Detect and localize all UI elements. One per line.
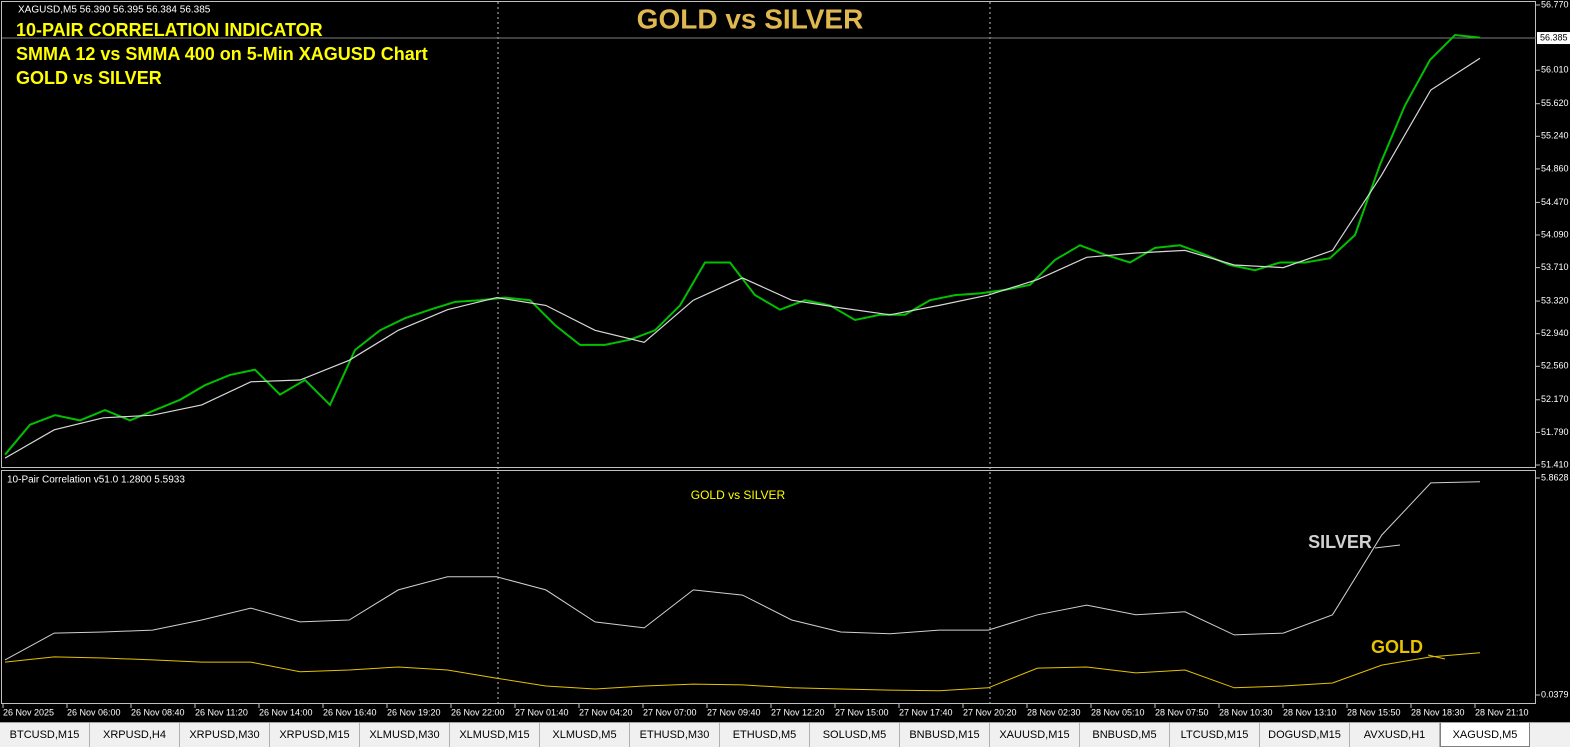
overlay-text: GOLD vs SILVER	[16, 68, 162, 88]
price-pane-frame	[1, 1, 1536, 468]
y-tick-label: 54.860	[1541, 163, 1569, 173]
chart-tab[interactable]: XRPUSD,M30	[180, 723, 270, 747]
gold-annotation: GOLD	[1371, 637, 1423, 657]
trading-chart: XAGUSD,M5 56.390 56.395 56.384 56.385 10…	[0, 0, 1570, 722]
background	[0, 0, 1570, 722]
chart-tab[interactable]: BNBUSD,M15	[900, 723, 990, 747]
y-tick-label: 0.0379	[1541, 689, 1569, 699]
x-tick-label: 26 Nov 22:00	[451, 707, 505, 717]
chart-tab[interactable]: AVXUSD,H1	[1350, 723, 1440, 747]
y-tick-label: 56.010	[1541, 65, 1569, 75]
x-tick-label: 28 Nov 21:10	[1475, 707, 1529, 717]
x-tick-label: 28 Nov 13:10	[1283, 707, 1337, 717]
chart-tab[interactable]: SOLUSD,M5	[810, 723, 900, 747]
y-tick-label: 53.320	[1541, 295, 1569, 305]
indicator-pane-frame	[1, 470, 1536, 704]
indicator-line	[4, 481, 1481, 661]
chart-tab[interactable]: BTCUSD,M15	[0, 723, 90, 747]
chart-tab[interactable]: BNBUSD,M5	[1080, 723, 1170, 747]
chart-tab[interactable]: XLMUSD,M5	[540, 723, 630, 747]
x-tick-label: 26 Nov 11:20	[195, 707, 248, 717]
x-tick-label: 28 Nov 05:10	[1091, 707, 1145, 717]
x-tick-label: 27 Nov 20:20	[963, 707, 1017, 717]
x-tick-label: 26 Nov 16:40	[323, 707, 377, 717]
chart-tab[interactable]: XAGUSD,M5	[1440, 723, 1530, 747]
y-tick-label: 54.090	[1541, 229, 1569, 239]
x-tick-label: 27 Nov 17:40	[899, 707, 953, 717]
chart-tab[interactable]: XLMUSD,M30	[360, 723, 450, 747]
chart-tab[interactable]: XRPUSD,H4	[90, 723, 180, 747]
chart-tab[interactable]: XRPUSD,M15	[270, 723, 360, 747]
y-tick-label: 51.410	[1541, 459, 1569, 469]
x-tick-label: 28 Nov 02:30	[1027, 707, 1081, 717]
chart-tab[interactable]: LTCUSD,M15	[1170, 723, 1260, 747]
y-tick-label: 51.790	[1541, 427, 1569, 437]
y-tick-label: 53.710	[1541, 262, 1569, 272]
chart-tab[interactable]: ETHUSD,M5	[720, 723, 810, 747]
x-tick-label: 26 Nov 19:20	[387, 707, 441, 717]
indicator-subtitle: GOLD vs SILVER	[691, 488, 786, 502]
x-tick-label: 28 Nov 15:50	[1347, 707, 1401, 717]
y-tick-label: 54.470	[1541, 197, 1569, 207]
chart-tab[interactable]: XLMUSD,M15	[450, 723, 540, 747]
y-tick-label: 52.940	[1541, 328, 1569, 338]
x-tick-label: 28 Nov 07:50	[1155, 707, 1209, 717]
x-tick-label: 28 Nov 10:30	[1219, 707, 1273, 717]
y-tick-label: 55.240	[1541, 131, 1569, 141]
chart-tab[interactable]: ETHUSD,M30	[630, 723, 720, 747]
y-tick-label: 52.560	[1541, 361, 1569, 371]
title: GOLD vs SILVER	[637, 3, 864, 34]
indicator-line	[4, 652, 1481, 692]
price-line	[4, 33, 1481, 456]
y-tick-label: 56.770	[1541, 0, 1569, 9]
x-tick-label: 27 Nov 09:40	[707, 707, 761, 717]
chart-tabs: BTCUSD,M15 XRPUSD,H4 XRPUSD,M30 XRPUSD,M15 X…	[0, 722, 1570, 747]
annotation-pointer	[1374, 544, 1401, 549]
symbol-info: XAGUSD,M5 56.390 56.395 56.384 56.385	[18, 5, 211, 16]
x-tick-label: 26 Nov 14:00	[259, 707, 313, 717]
smma-line	[4, 57, 1481, 459]
current-price-label: 56.385	[1540, 32, 1568, 42]
x-tick-label: 26 Nov 2025	[3, 707, 54, 717]
x-tick-label: 28 Nov 18:30	[1411, 707, 1465, 717]
y-tick-label: 55.620	[1541, 98, 1569, 108]
chart-tab[interactable]: DOGUSD,M15	[1260, 723, 1350, 747]
x-tick-label: 27 Nov 07:00	[643, 707, 697, 717]
x-tick-label: 27 Nov 12:20	[771, 707, 825, 717]
x-tick-label: 26 Nov 08:40	[131, 707, 185, 717]
annotation-pointer	[1427, 654, 1446, 660]
x-tick-label: 27 Nov 01:40	[515, 707, 569, 717]
chart-tab[interactable]: XAUUSD,M15	[990, 723, 1080, 747]
x-tick-label: 27 Nov 15:00	[835, 707, 889, 717]
x-tick-label: 27 Nov 04:20	[579, 707, 633, 717]
overlay-text: 10-PAIR CORRELATION INDICATOR	[16, 20, 323, 40]
y-tick-label: 52.170	[1541, 394, 1569, 404]
overlay-text: SMMA 12 vs SMMA 400 on 5-Min XAGUSD Char…	[16, 44, 428, 64]
y-tick-label: 5.8628	[1541, 472, 1569, 482]
indicator-label: 10-Pair Correlation v51.0 1.2800 5.5933	[7, 475, 185, 486]
silver-annotation: SILVER	[1308, 532, 1372, 552]
current-price-box	[1537, 32, 1570, 45]
x-tick-label: 26 Nov 06:00	[67, 707, 121, 717]
